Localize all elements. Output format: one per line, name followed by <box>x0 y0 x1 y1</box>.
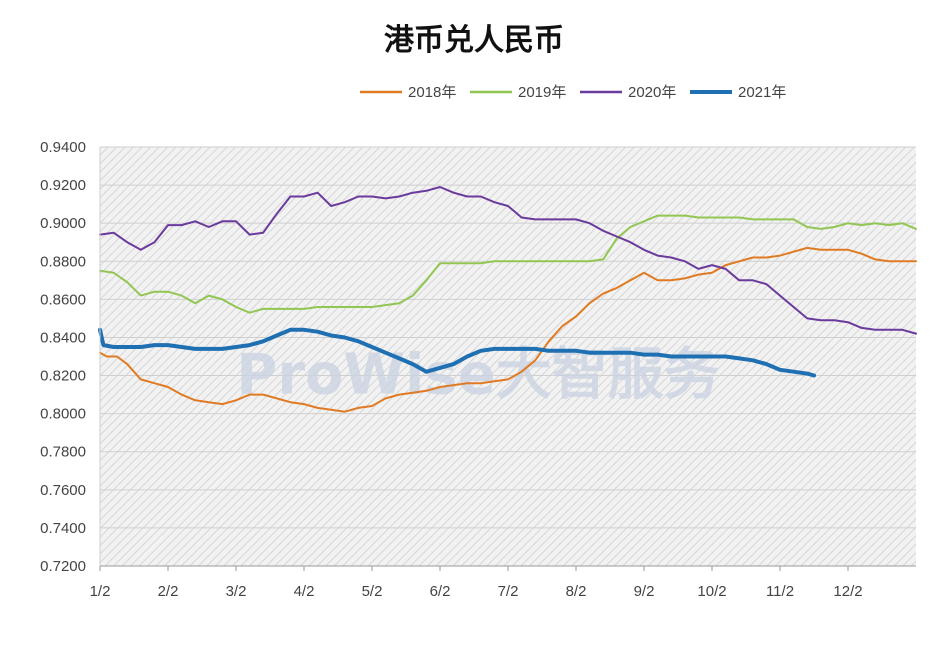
y-tick-label: 0.7400 <box>40 520 86 537</box>
x-tick-label: 10/2 <box>697 583 726 600</box>
x-tick-label: 2/2 <box>158 583 179 600</box>
y-tick-label: 0.7800 <box>40 444 86 461</box>
chart-title: 港币兑人民币 <box>384 23 564 58</box>
x-tick-label: 12/2 <box>833 583 862 600</box>
axes: 0.7200 0.7400 0.7600 0.7800 0.8000 0.8200 0.84… <box>40 139 916 600</box>
x-tick-label: 7/2 <box>498 583 519 600</box>
series-line-2019 <box>99 214 917 314</box>
series-line-2021 <box>98 327 816 378</box>
legend-label: 2019年 <box>518 84 566 101</box>
x-tick-label: 9/2 <box>634 583 655 600</box>
y-tick-label: 0.7200 <box>40 558 86 575</box>
y-tick-label: 0.9200 <box>40 177 86 194</box>
x-tick-label: 4/2 <box>294 583 315 600</box>
y-tick-label: 0.7600 <box>40 482 86 499</box>
x-tick-label: 1/2 <box>90 583 111 600</box>
x-tick-label: 3/2 <box>226 583 247 600</box>
y-tick-label: 0.8000 <box>40 406 86 423</box>
gridlines <box>100 146 916 567</box>
series-layer <box>98 186 917 413</box>
y-tick-label: 0.9000 <box>40 215 86 232</box>
legend-label: 2018年 <box>408 84 456 101</box>
y-tick-label: 0.8800 <box>40 253 86 270</box>
y-tick-label: 0.9400 <box>40 139 86 156</box>
legend-label: 2021年 <box>738 84 786 101</box>
series-line-2018 <box>99 246 917 413</box>
x-tick-label: 8/2 <box>566 583 587 600</box>
y-tick-label: 0.8200 <box>40 368 86 385</box>
legend: 2018年 2019年 2020年 2021年 <box>360 84 786 101</box>
x-tick-label: 5/2 <box>362 583 383 600</box>
x-tick-label: 6/2 <box>430 583 451 600</box>
y-tick-label: 0.8400 <box>40 329 86 346</box>
x-tick-label: 11/2 <box>766 583 794 600</box>
y-tick-label: 0.8600 <box>40 291 86 308</box>
series-line-2020 <box>99 186 917 335</box>
plot-area <box>100 147 916 566</box>
legend-label: 2020年 <box>628 84 676 101</box>
